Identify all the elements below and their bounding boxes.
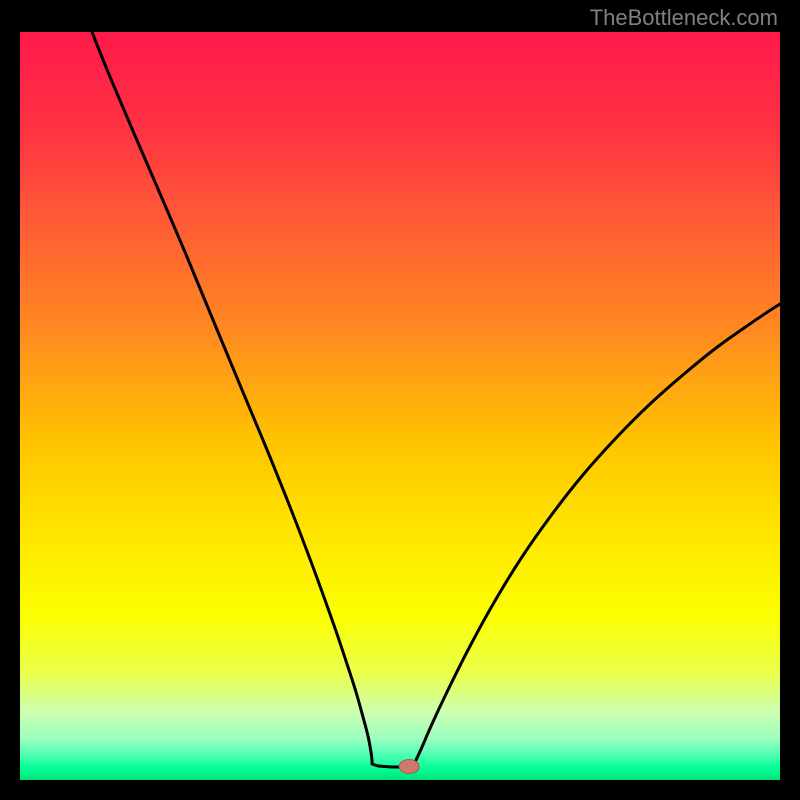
bottleneck-curve <box>20 32 780 780</box>
watermark-text: TheBottleneck.com <box>590 5 778 31</box>
optimal-point-marker <box>399 760 419 774</box>
plot-area <box>20 32 780 780</box>
chart-frame <box>20 32 780 780</box>
curve-path <box>92 32 780 767</box>
